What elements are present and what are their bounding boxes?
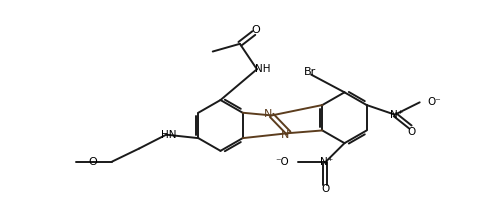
- Text: O: O: [251, 25, 260, 35]
- Text: N: N: [264, 109, 272, 119]
- Text: ⁻O: ⁻O: [275, 157, 289, 167]
- Text: O: O: [321, 184, 329, 194]
- Text: HN: HN: [161, 130, 176, 140]
- Text: O: O: [408, 127, 416, 137]
- Text: N⁺: N⁺: [320, 157, 333, 167]
- Text: O⁻: O⁻: [427, 97, 441, 107]
- Text: N: N: [281, 130, 289, 140]
- Text: N⁺: N⁺: [390, 110, 403, 120]
- Text: O: O: [88, 157, 97, 167]
- Text: NH: NH: [255, 64, 271, 74]
- Text: Br: Br: [304, 67, 316, 77]
